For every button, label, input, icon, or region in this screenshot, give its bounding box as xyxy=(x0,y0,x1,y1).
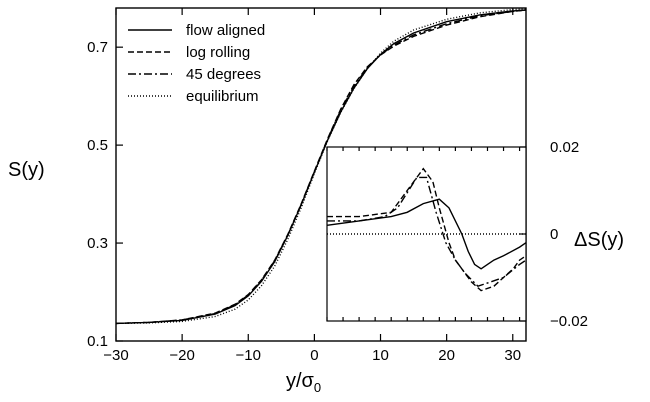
inset-y-axis-label: ΔS(y) xyxy=(574,229,624,251)
y-tick-label: 0.5 xyxy=(87,137,108,154)
x-axis-label-main: y/σ xyxy=(286,370,315,392)
x-tick-label: 10 xyxy=(372,347,389,364)
legend-label: flow aligned xyxy=(186,22,265,39)
y-tick-label: 0.3 xyxy=(87,235,108,252)
inset-series-line-flow-aligned xyxy=(326,198,527,270)
main-curves xyxy=(115,8,527,325)
inset-y-tick-label: 0.02 xyxy=(550,139,579,156)
x-tick-label: 0 xyxy=(310,347,318,364)
legend: flow aligned log rolling 45 degrees equilib… xyxy=(128,22,265,105)
main-axis-ticks: −30 −20 −10 0 10 20 30 0.1 0.3 0.5 0.7 xyxy=(87,8,521,364)
x-tick-label: 30 xyxy=(504,347,521,364)
inset-series-line-log-rolling xyxy=(327,167,527,292)
main-plot: −30 −20 −10 0 10 20 300.10.30.50.7 S(y) y/σ0 xyxy=(8,7,527,395)
legend-label: equilibrium xyxy=(186,88,259,105)
y-tick-label: 0.7 xyxy=(87,39,108,56)
x-axis-label-sub: 0 xyxy=(314,380,321,395)
inset-y-tick-label: −0.02 xyxy=(550,313,588,330)
series-line-45-degrees xyxy=(115,9,527,325)
y-tick-label: 0.1 xyxy=(87,333,108,350)
x-tick-label: −10 xyxy=(236,347,261,364)
series-line-log-rolling xyxy=(115,9,527,325)
legend-label: log rolling xyxy=(186,44,250,61)
x-tick-label: −20 xyxy=(169,347,194,364)
inset-plot: −0.02 0 0.02 ΔS(y) xyxy=(326,139,624,330)
x-axis-label: y/σ0 xyxy=(286,370,321,395)
inset-axis-ticks: −0.02 0 0.02 xyxy=(326,139,588,330)
inset-y-tick-label: 0 xyxy=(550,226,558,243)
inset-curves xyxy=(326,167,527,292)
y-axis-label: S(y) xyxy=(8,159,45,181)
inset-series-line-45-degrees xyxy=(327,176,527,288)
legend-label: 45 degrees xyxy=(186,66,261,83)
x-tick-label: −30 xyxy=(103,347,128,364)
x-tick-label: 20 xyxy=(438,347,455,364)
